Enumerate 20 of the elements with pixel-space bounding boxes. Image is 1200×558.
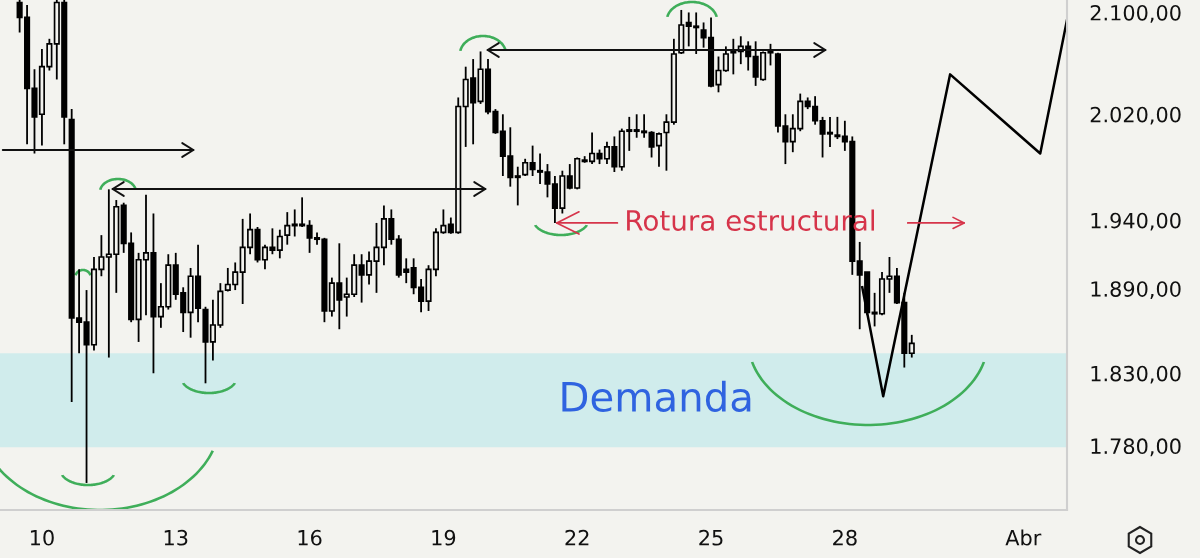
band-label: Demanda xyxy=(562,380,751,413)
x-tick-label: 22 xyxy=(565,529,589,546)
x-tick-label: 13 xyxy=(164,529,188,546)
candlestick xyxy=(276,228,283,260)
x-tick-label: 10 xyxy=(30,529,54,546)
x-tick-label: Abr xyxy=(1005,529,1042,546)
y-tick-label: 2.020,00 xyxy=(1090,106,1181,125)
y-tick-label: 1.940,00 xyxy=(1091,212,1181,231)
x-tick-label: 25 xyxy=(699,529,723,546)
candlestick xyxy=(908,333,915,359)
y-tick-label: 1.890,00 xyxy=(1091,281,1181,300)
candlestick xyxy=(284,211,291,246)
y-tick-label: 1.830,00 xyxy=(1091,365,1181,384)
x-tick-label: 28 xyxy=(833,529,857,546)
y-tick-label: 2.100,00 xyxy=(1090,4,1181,23)
candlestick xyxy=(663,113,670,172)
candlestick xyxy=(529,144,536,177)
x-tick-label: 19 xyxy=(432,529,456,546)
x-tick-label: 16 xyxy=(298,529,322,546)
y-tick-label: 1.780,00 xyxy=(1091,438,1181,457)
